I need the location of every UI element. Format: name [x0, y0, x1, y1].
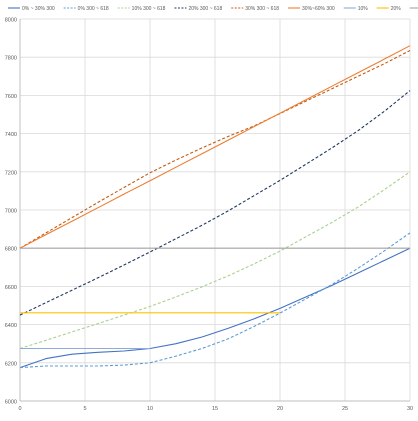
plot-series — [19, 45, 411, 369]
y-tick-label: 6600 — [5, 285, 17, 291]
series-line-5 — [19, 45, 411, 249]
series-line-1 — [19, 232, 411, 369]
y-tick-label: 6400 — [5, 323, 17, 329]
y-tick-label: 8000 — [5, 18, 17, 24]
y-tick-label: 7200 — [5, 170, 17, 176]
legend-label-4: 30% 300 ~ 618 — [245, 6, 279, 12]
x-tick-label: 10 — [147, 406, 153, 412]
legend-label-7: 20% — [391, 6, 402, 12]
series-line-2 — [19, 171, 411, 350]
legend-label-6: 10% — [358, 6, 369, 12]
x-tick-label: 5 — [83, 406, 86, 412]
x-tick-label: 25 — [342, 406, 348, 412]
y-tick-label: 7800 — [5, 56, 17, 62]
legend-label-0: 0% ~ 30% 300 — [22, 6, 55, 12]
legend-label-2: 10% 300 ~ 618 — [132, 6, 166, 12]
legend-label-1: 0% 300 ~ 618 — [78, 6, 109, 12]
legend-label-5: 30%~60% 300 — [302, 6, 335, 12]
legend-label-3: 20% 300 ~ 618 — [188, 6, 222, 12]
x-tick-label: 15 — [212, 406, 218, 412]
x-tick-label: 20 — [277, 406, 283, 412]
axes: 6000 6200 6400 6600 6800 7000 7200 7400 7600 7800… — [5, 18, 413, 413]
y-tick-label: 7000 — [5, 209, 17, 215]
y-tick-label: 6800 — [5, 247, 17, 253]
y-tick-label: 6000 — [5, 400, 17, 406]
series-line-3 — [19, 90, 411, 316]
legend: 0% ~ 30% 300 0% 300 ~ 618 10% 300 ~ 618 20%… — [8, 6, 418, 12]
x-tick-label: 30 — [407, 406, 413, 412]
series-line-0 — [19, 247, 411, 369]
x-tick-label: 0 — [18, 406, 21, 412]
y-tick-label: 7400 — [5, 132, 17, 138]
y-tick-label: 6200 — [5, 361, 17, 367]
y-tick-label: 7600 — [5, 94, 17, 100]
series-line-4 — [19, 50, 411, 249]
